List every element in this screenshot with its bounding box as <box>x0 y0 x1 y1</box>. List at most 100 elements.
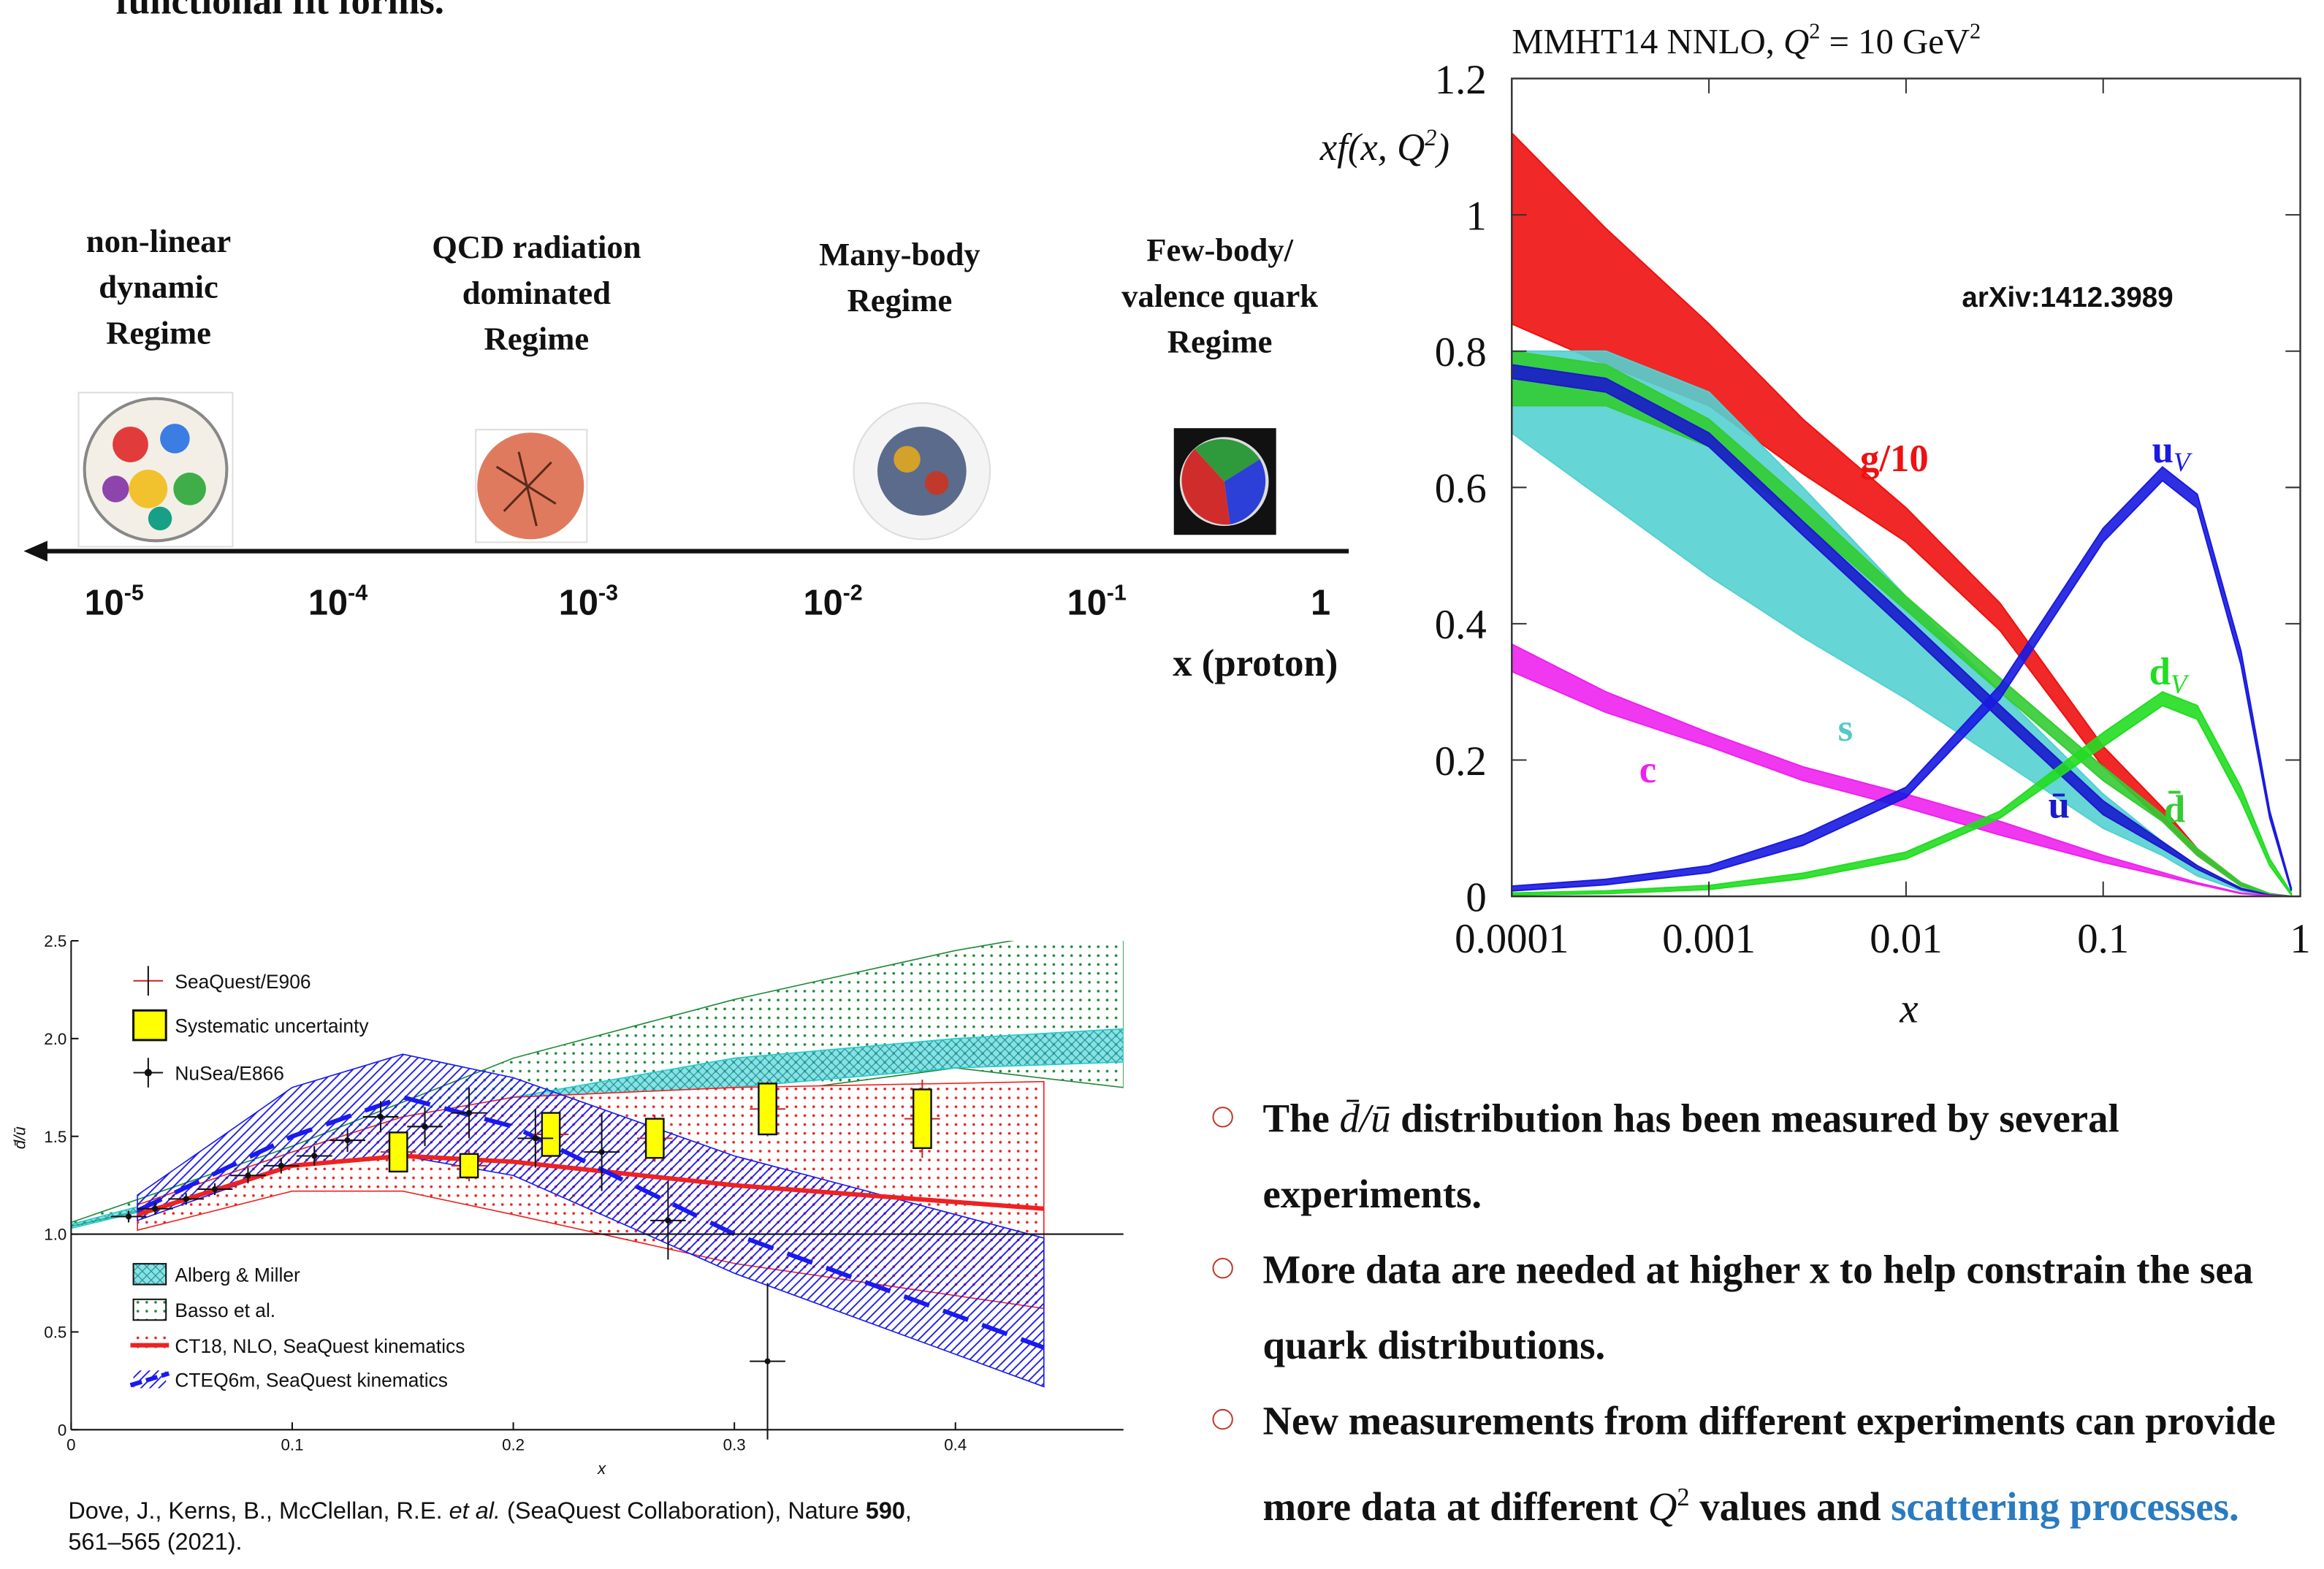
systematic-box <box>389 1132 407 1172</box>
legend-label: CT18, NLO, SeaQuest kinematics <box>175 1335 465 1357</box>
legend-label: NuSea/E866 <box>175 1063 283 1085</box>
citation: Dove, J., Kerns, B., McClellan, R.E. et … <box>68 1497 913 1559</box>
ylabel-text: xf(x, Q <box>1319 126 1425 169</box>
data-point <box>765 1359 771 1364</box>
systematic-box <box>758 1083 776 1134</box>
bullet-text: distribution has been measured by severa… <box>1262 1096 2119 1216</box>
timeline-tick-label: 10-1 <box>1067 580 1127 622</box>
bullet-text: The <box>1262 1096 1339 1141</box>
series-label: c <box>1639 749 1656 791</box>
x-tick-label: 0 <box>66 1436 75 1454</box>
timeline-axis-label: x (proton) <box>1173 642 1338 684</box>
bullet-math: d̄/ū <box>1339 1096 1390 1141</box>
regime-label: dynamic <box>99 269 218 305</box>
legend-symbol <box>134 1264 167 1284</box>
y-tick-label: 1 <box>1466 193 1486 239</box>
series-label: uV <box>2152 429 2192 477</box>
x-tick-label: 0.2 <box>502 1436 525 1454</box>
y-tick-label: 0.4 <box>1435 602 1487 648</box>
ylabel-sup: 2 <box>1425 125 1436 151</box>
ylabel-rest: ) <box>1435 126 1450 169</box>
series-label: dV <box>2149 651 2190 699</box>
data-point <box>422 1123 427 1129</box>
tick-base: 10 <box>85 584 124 623</box>
tick-exponent: -1 <box>1107 580 1127 605</box>
series-name: d <box>2149 651 2171 693</box>
tick-exponent: -2 <box>843 580 863 605</box>
data-point <box>152 1206 158 1212</box>
x-tick-label: 0.1 <box>281 1436 303 1454</box>
y-tick-label: 0.8 <box>1435 329 1487 375</box>
timeline-arrowhead <box>23 541 47 561</box>
y-tick-label: 1.5 <box>44 1128 66 1146</box>
series-subscript: V <box>2173 447 2192 477</box>
data-point <box>212 1186 218 1192</box>
bullet-list: The d̄/ū distribution has been measured … <box>1212 1082 2320 1546</box>
citation-italic: et al. <box>449 1500 500 1524</box>
tick-base: 10 <box>1067 584 1107 623</box>
tick-base: 10 <box>559 584 598 623</box>
series-name: g/10 <box>1860 438 1929 480</box>
series-label: d̄ <box>2164 789 2185 831</box>
legend-symbol <box>134 1010 167 1040</box>
bullet-sup: 2 <box>1677 1483 1689 1511</box>
series-label: ū <box>2049 784 2070 827</box>
icon-blob <box>148 507 172 530</box>
icon-blob <box>102 476 129 503</box>
data-point <box>345 1137 351 1143</box>
y-axis-label: d̄/ū <box>10 1126 28 1149</box>
body: { "header": {"text": "functional fit for… <box>0 0 2324 1569</box>
pdf-chart: MMHT14 NNLO, Q2 = 10 GeV2xf(x, Q2)g/10sd… <box>1319 19 2311 1032</box>
data-point <box>311 1153 317 1158</box>
legend-label: Alberg & Miller <box>175 1264 300 1286</box>
systematic-box <box>913 1089 931 1148</box>
regime-label: valence quark <box>1121 278 1318 314</box>
title-sup: 2 <box>1809 19 1820 44</box>
y-tick-label: 1.2 <box>1435 57 1487 103</box>
x-tick-label: 0.01 <box>1870 916 1942 962</box>
icon-blob <box>160 424 190 454</box>
series-label: s <box>1838 707 1854 749</box>
x-axis-label: x <box>1899 986 1918 1032</box>
data-point <box>466 1110 472 1116</box>
annotation: arXiv:1412.3989 <box>1962 282 2173 313</box>
x-tick-label: 0.001 <box>1662 916 1756 962</box>
tick-exponent: -4 <box>348 580 367 605</box>
y-tick-label: 0.6 <box>1435 466 1487 512</box>
systematic-box <box>460 1154 478 1177</box>
legend-label: CTEQ6m, SeaQuest kinematics <box>175 1369 448 1391</box>
chart-title: MMHT14 NNLO, Q2 = 10 GeV2 <box>1512 19 1981 61</box>
y-tick-label: 1.0 <box>44 1226 66 1244</box>
y-tick-label: 0.5 <box>44 1324 66 1342</box>
page: Slide html, body { margin: 0; padding: 0… <box>0 0 2324 1569</box>
series-name: s <box>1838 707 1854 749</box>
data-point <box>599 1149 605 1155</box>
regime-label: QCD radiation <box>432 229 641 265</box>
tick-base: 1 <box>1311 584 1330 623</box>
legend-label: SeaQuest/E906 <box>175 971 310 993</box>
regime-label: Few-body/ <box>1146 232 1293 268</box>
legend-symbol <box>134 1299 167 1320</box>
bullet-item: The d̄/ū distribution has been measured … <box>1212 1082 2320 1233</box>
tick-base: 10 <box>308 584 348 623</box>
regime-label: Many-body <box>819 236 980 272</box>
timeline-tick-label: 10-5 <box>85 580 144 622</box>
y-tick-label: 0.2 <box>1435 738 1487 784</box>
y-tick-label: 0 <box>58 1421 66 1439</box>
y-axis-label: xf(x, Q2) <box>1319 125 1449 169</box>
bullet-item: New measurements from different experime… <box>1212 1383 2320 1545</box>
tick-exponent: -5 <box>124 580 144 605</box>
title-math: Q <box>1783 22 1809 61</box>
icon-blob <box>925 471 948 495</box>
citation-text: Dove, J., Kerns, B., McClellan, R.E. <box>68 1500 449 1524</box>
systematic-box <box>542 1113 560 1156</box>
y-tick-label: 2.5 <box>44 932 66 950</box>
series-name: d̄ <box>2164 789 2185 831</box>
icon-blob <box>894 446 921 473</box>
tick-base: 10 <box>804 584 843 623</box>
slide: functional fit forms. non-line <box>0 0 2324 1569</box>
citation-text: (SeaQuest Collaboration), Nature <box>500 1500 866 1524</box>
data-point <box>378 1114 384 1120</box>
series-label: g/10 <box>1860 438 1929 480</box>
